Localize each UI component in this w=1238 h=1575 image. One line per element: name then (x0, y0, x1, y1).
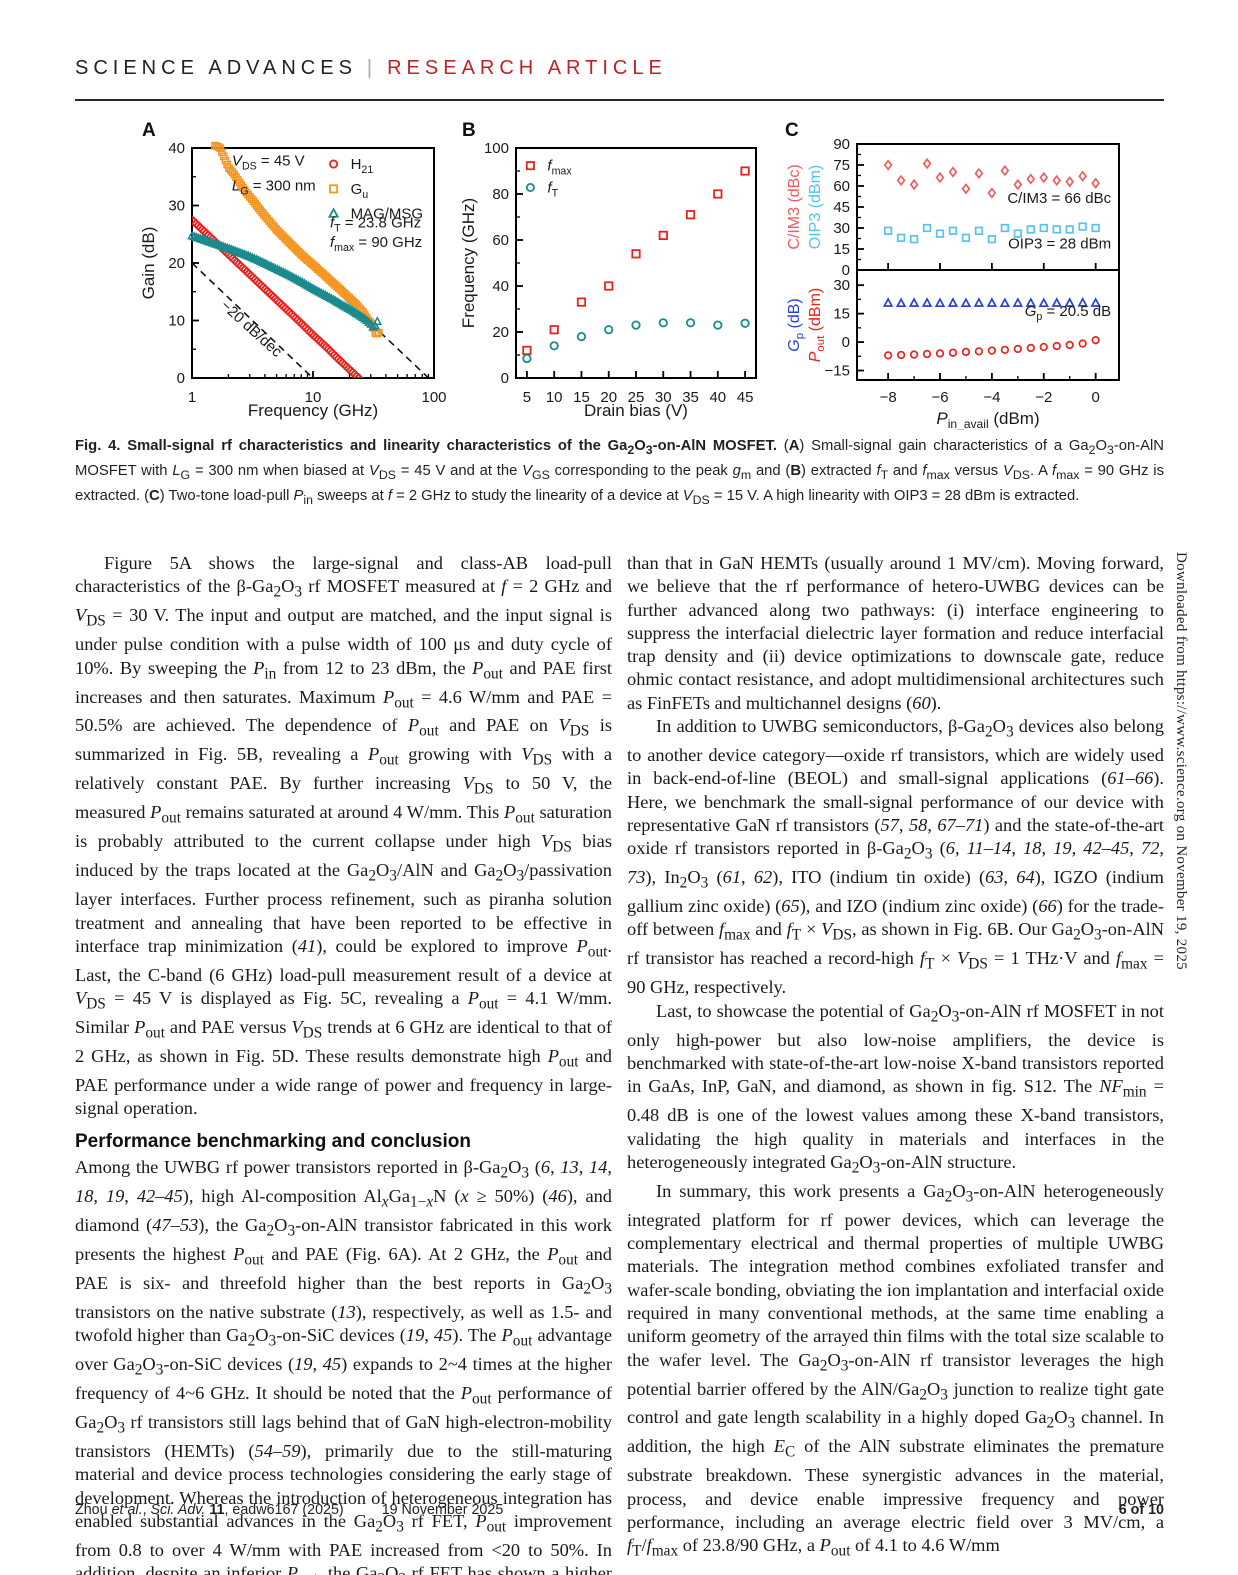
svg-text:Gain (dB): Gain (dB) (140, 227, 158, 300)
svg-text:10: 10 (546, 389, 563, 406)
svg-text:60: 60 (833, 178, 850, 195)
svg-text:0: 0 (842, 262, 850, 279)
body-paragraph: Last, to showcase the potential of Ga2O3… (627, 1000, 1164, 1177)
panel-label-c: C (785, 120, 799, 141)
svg-text:LG = 300 nm: LG = 300 nm (232, 178, 316, 198)
masthead-separator: | (366, 57, 378, 79)
svg-text:15: 15 (833, 306, 850, 323)
journal-name: SCIENCE ADVANCES (75, 57, 357, 79)
svg-text:100: 100 (421, 389, 446, 406)
svg-text:fT: fT (547, 180, 558, 200)
panel-label-b: B (462, 120, 476, 141)
figure-panel-b: B 5 10 15 20 25 30 35 40 45 0 20 40 60 80 100 fmax fT Dra… (459, 118, 780, 435)
svg-text:15: 15 (573, 389, 590, 406)
svg-text:−2: −2 (1035, 389, 1052, 406)
left-column: Figure 5A shows the large-signal and cla… (75, 552, 612, 1575)
svg-text:Drain bias (V): Drain bias (V) (584, 401, 688, 420)
svg-text:20: 20 (600, 389, 617, 406)
svg-text:0: 0 (177, 370, 185, 387)
header-rule (75, 99, 1164, 101)
svg-text:0: 0 (501, 370, 509, 387)
svg-text:Frequency (GHz): Frequency (GHz) (248, 401, 378, 420)
svg-text:−4: −4 (983, 389, 1000, 406)
linearity-load-pull-chart: 0 15 30 45 60 75 90 −15 0 15 30 −8 −6 −4 −2 0 C/IM3 = 66… (786, 136, 1120, 431)
svg-text:20: 20 (492, 324, 509, 341)
svg-text:25: 25 (628, 389, 645, 406)
svg-text:−6: −6 (931, 389, 948, 406)
svg-text:Gu: Gu (351, 181, 369, 201)
svg-text:0: 0 (1091, 389, 1099, 406)
page-number: 6 of 10 (1118, 1502, 1164, 1518)
svg-text:Gp (dB): Gp (dB) (786, 298, 806, 351)
svg-text:40: 40 (709, 389, 726, 406)
svg-text:Pin_avail (dBm): Pin_avail (dBm) (936, 409, 1039, 430)
svg-text:0: 0 (842, 334, 850, 351)
svg-text:75: 75 (833, 157, 850, 174)
svg-text:Pout (dBm): Pout (dBm) (807, 288, 827, 362)
svg-text:30: 30 (168, 198, 185, 215)
figure-caption: Fig. 4. Small-signal rf characteristics … (75, 438, 1164, 507)
svg-text:40: 40 (168, 140, 185, 157)
publication-date: 19 November 2025 (381, 1502, 504, 1518)
svg-text:30: 30 (833, 277, 850, 294)
svg-text:C/IM3 = 66 dBc: C/IM3 = 66 dBc (1007, 190, 1111, 207)
svg-text:VDS = 45 V: VDS = 45 V (232, 152, 305, 172)
svg-text:fT = 23.8 GHz: fT = 23.8 GHz (330, 214, 421, 234)
section-heading: Performance benchmarking and conclusion (75, 1130, 471, 1152)
svg-text:MAG/MSG: MAG/MSG (351, 206, 424, 223)
svg-text:fmax: fmax (547, 158, 572, 178)
svg-text:OIP3 (dBm): OIP3 (dBm) (807, 165, 824, 249)
svg-text:C/IM3 (dBc): C/IM3 (dBc) (786, 164, 803, 249)
svg-text:80: 80 (492, 186, 509, 203)
gain-vs-frequency-chart: 1 10 100 0 10 20 30 40 H21 Gu MAG/MSG VDS = 45 V LG … (139, 140, 447, 420)
svg-text:45: 45 (833, 199, 850, 216)
svg-text:35: 35 (682, 389, 699, 406)
figure-panel-c: C 0 15 30 45 60 75 90 −15 0 15 30 −8 −6 −4 −2 0 C/IM3 = … (783, 118, 1135, 435)
svg-text:1: 1 (188, 389, 196, 406)
citation: Zhou et al., Sci. Adv. 11, eadw6167 (202… (75, 1502, 344, 1518)
svg-text:fmax = 90 GHz: fmax = 90 GHz (330, 234, 422, 254)
svg-text:Gp = 20.5 dB: Gp = 20.5 dB (1025, 303, 1111, 323)
body-columns: Figure 5A shows the large-signal and cla… (75, 552, 1164, 1575)
article-type: RESEARCH ARTICLE (387, 57, 667, 79)
body-paragraph: In summary, this work presents a Ga2O3-o… (627, 1180, 1165, 1560)
body-paragraph: In addition to UWBG semiconductors, β-Ga… (627, 716, 1165, 998)
download-watermark: Downloaded from https://www.science.org … (1173, 552, 1189, 970)
svg-text:10: 10 (168, 313, 185, 330)
body-paragraph: Among the UWBG rf power transistors repo… (75, 1156, 613, 1575)
svg-text:15: 15 (833, 241, 850, 258)
svg-text:Frequency (GHz): Frequency (GHz) (460, 198, 478, 328)
masthead: SCIENCE ADVANCES | RESEARCH ARTICLE (75, 57, 667, 80)
panel-label-a: A (142, 120, 156, 141)
page-footer: Zhou et al., Sci. Adv. 11, eadw6167 (202… (75, 1502, 1164, 1518)
svg-text:10: 10 (305, 389, 322, 406)
svg-text:90: 90 (833, 136, 850, 153)
footer-left: Zhou et al., Sci. Adv. 11, eadw6167 (202… (75, 1502, 503, 1518)
svg-text:45: 45 (737, 389, 754, 406)
svg-text:60: 60 (492, 232, 509, 249)
right-column: than that in GaN HEMTs (usually around 1… (627, 552, 1164, 1575)
svg-text:H21: H21 (351, 156, 374, 176)
body-paragraph: than that in GaN HEMTs (usually around 1… (627, 553, 1164, 713)
svg-text:−8: −8 (880, 389, 897, 406)
svg-text:5: 5 (523, 389, 531, 406)
svg-text:30: 30 (655, 389, 672, 406)
figure-panel-a: A 1 10 100 0 10 20 30 40 H21 Gu MAG/MSG VDS = 45 V L… (139, 118, 460, 435)
svg-text:30: 30 (833, 220, 850, 237)
svg-text:−20 dB/dec: −20 dB/dec (217, 297, 285, 361)
body-paragraph: Figure 5A shows the large-signal and cla… (75, 553, 613, 1119)
svg-text:100: 100 (484, 140, 509, 157)
svg-text:−15: −15 (825, 363, 850, 380)
svg-text:OIP3 = 28 dBm: OIP3 = 28 dBm (1008, 236, 1111, 253)
svg-text:20: 20 (168, 255, 185, 272)
svg-text:40: 40 (492, 278, 509, 295)
